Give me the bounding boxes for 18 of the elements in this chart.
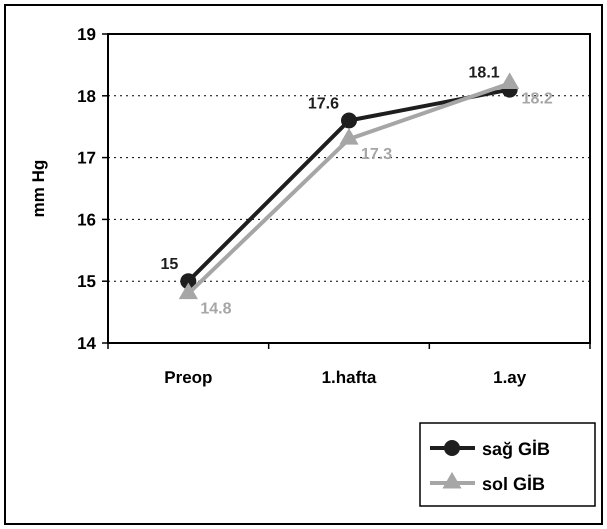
x-tick-label: 1.hafta bbox=[322, 368, 377, 387]
y-axis-title: mm Hg bbox=[29, 160, 48, 218]
data-label: 15 bbox=[160, 256, 178, 274]
data-label: 14.8 bbox=[200, 300, 232, 318]
legend-label: sağ GİB bbox=[482, 439, 550, 459]
data-label: 17.3 bbox=[361, 146, 392, 164]
y-tick-label: 19 bbox=[77, 25, 96, 44]
legend-label: sol GİB bbox=[482, 474, 546, 494]
y-tick-label: 15 bbox=[77, 272, 96, 292]
y-tick-label: 14 bbox=[77, 334, 97, 353]
y-tick-label: 17 bbox=[77, 148, 96, 168]
data-label: 18.2 bbox=[522, 90, 553, 108]
y-tick-label: 16 bbox=[77, 210, 96, 230]
y-tick-label: 18 bbox=[77, 86, 96, 106]
x-tick-label: Preop bbox=[164, 368, 212, 387]
data-label: 17.6 bbox=[308, 96, 340, 113]
x-tick-label: 1.ay bbox=[493, 368, 527, 387]
data-label: 18.1 bbox=[468, 64, 500, 82]
